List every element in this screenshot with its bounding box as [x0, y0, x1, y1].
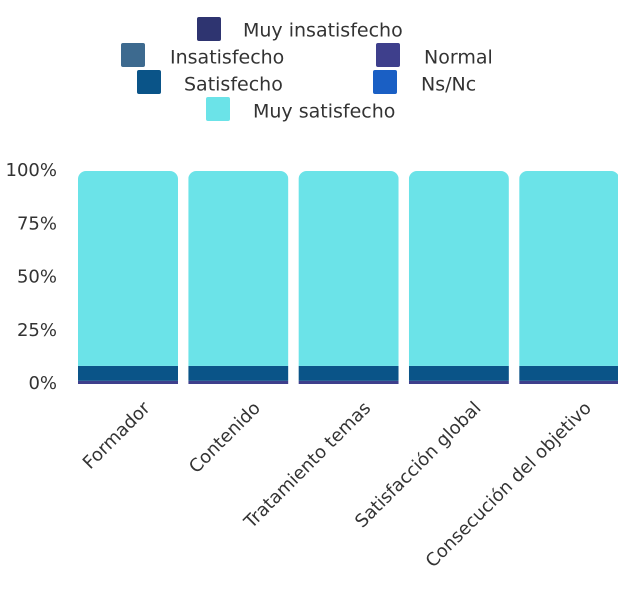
- legend-swatch: [373, 70, 397, 94]
- legend-item-insatisfecho: Insatisfecho: [121, 43, 284, 69]
- x-tick-label: Formador: [79, 397, 155, 473]
- legend-swatch: [376, 43, 400, 67]
- y-axis: 0% 25% 50% 75% 100%: [6, 160, 57, 394]
- legend-label: Muy satisfecho: [253, 101, 395, 123]
- bar-consecucion-del-objetivo: [519, 171, 618, 384]
- y-tick-label: 50%: [17, 267, 57, 288]
- bar-segment-normal: [78, 380, 178, 384]
- bar-segment-normal: [519, 380, 618, 384]
- bar-segment-satisfecho: [78, 365, 178, 381]
- bar-segment-satisfecho: [408, 365, 509, 381]
- bar-contenido: [188, 171, 289, 384]
- bar-segment-satisfecho: [519, 365, 618, 381]
- bar-segment-muy-satisfecho: [408, 171, 509, 366]
- y-tick-label: 100%: [6, 160, 57, 181]
- legend-label: Muy insatisfecho: [243, 20, 403, 42]
- legend-label: Ns/Nc: [421, 74, 476, 96]
- bar-segment-muy-satisfecho: [298, 171, 399, 366]
- bar-segment-muy-satisfecho: [78, 171, 178, 366]
- legend-label: Satisfecho: [184, 74, 283, 96]
- legend-item-muy-insatisfecho: Muy insatisfecho: [197, 17, 403, 42]
- y-tick-label: 75%: [17, 213, 57, 234]
- y-tick-label: 0%: [28, 373, 57, 394]
- bar-segment-normal: [298, 380, 399, 384]
- legend-swatch: [121, 43, 145, 67]
- bar-segment-satisfecho: [188, 365, 289, 381]
- legend-item-ns-nc: Ns/Nc: [373, 70, 476, 96]
- legend-item-normal: Normal: [376, 43, 493, 69]
- legend-label: Normal: [424, 47, 493, 69]
- bars: [78, 171, 618, 384]
- legend-swatch: [197, 17, 221, 41]
- y-tick-label: 25%: [17, 320, 57, 341]
- legend-swatch: [206, 97, 230, 121]
- bar-segment-satisfecho: [298, 365, 399, 381]
- bar-segment-muy-satisfecho: [188, 171, 289, 366]
- legend-item-muy-satisfecho: Muy satisfecho: [206, 97, 395, 123]
- bar-segment-muy-satisfecho: [519, 171, 618, 366]
- legend-label: Insatisfecho: [170, 47, 284, 69]
- x-tick-label: Contenido: [185, 398, 265, 478]
- legend: Muy insatisfecho Insatisfecho Normal Satisf…: [121, 17, 493, 123]
- bar-tratamiento-temas: [298, 171, 399, 384]
- legend-swatch: [137, 70, 161, 94]
- bar-segment-normal: [408, 380, 509, 384]
- bar-formador: [78, 171, 178, 384]
- bar-satisfaccion-global: [408, 171, 509, 384]
- bar-segment-normal: [188, 380, 289, 384]
- legend-item-satisfecho: Satisfecho: [137, 70, 283, 96]
